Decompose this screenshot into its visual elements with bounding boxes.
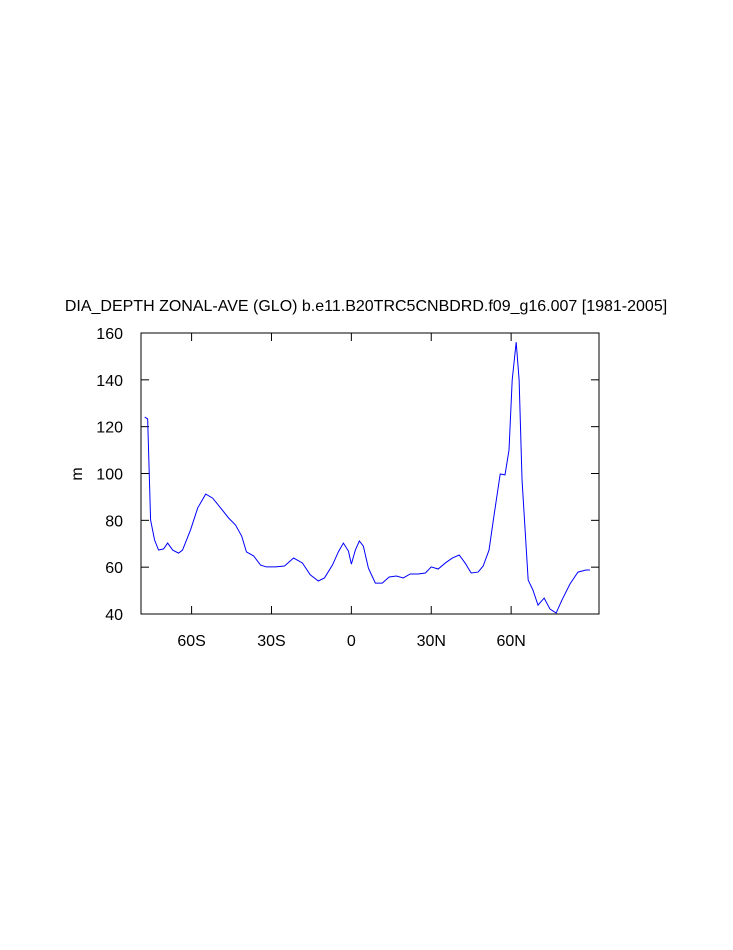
x-tick-label: 60N	[496, 633, 525, 650]
x-tick-label: 30S	[257, 633, 285, 650]
x-tick-label: 0	[347, 633, 356, 650]
y-tick-label: 40	[105, 607, 123, 624]
data-line	[144, 342, 590, 614]
y-tick-label: 60	[105, 560, 123, 577]
y-tick-label: 80	[105, 513, 123, 530]
x-tick-label: 60S	[177, 633, 205, 650]
y-tick-label: 140	[96, 373, 123, 390]
y-tick-label: 100	[96, 467, 123, 484]
chart-title: DIA_DEPTH ZONAL-AVE (GLO) b.e11.B20TRC5C…	[65, 298, 667, 315]
y-axis-label: m	[69, 467, 86, 480]
y-tick-label: 120	[96, 420, 123, 437]
y-tick-label: 160	[96, 326, 123, 343]
x-tick-label: 30N	[417, 633, 446, 650]
